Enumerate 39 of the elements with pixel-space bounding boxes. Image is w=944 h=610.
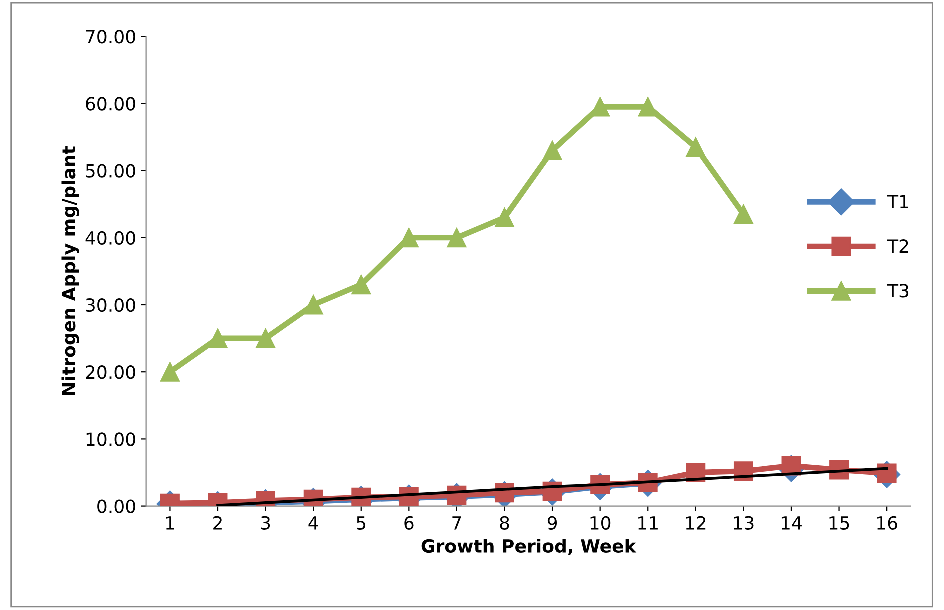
legend-label: T1 (887, 195, 908, 208)
x-tick-label: 2 (214, 516, 222, 530)
point (208, 328, 228, 348)
y-tick-label: 70.00 (86, 30, 136, 44)
x-tick-label: 9 (548, 516, 558, 530)
legend-label: T3 (887, 284, 909, 298)
x-tick-label: 13 (734, 516, 754, 530)
point (686, 138, 706, 158)
point (734, 204, 754, 224)
x-tick-label: 11 (638, 516, 658, 530)
point (542, 140, 562, 160)
point (304, 295, 324, 315)
x-tick-label: 14 (782, 516, 802, 530)
y-tick-label: 30.00 (86, 298, 136, 312)
y-axis-title: Nitrogen Apply mg/plant (62, 146, 80, 396)
point (160, 362, 180, 382)
y-tick-label: 50.00 (86, 164, 136, 178)
point (447, 228, 467, 248)
x-tick-label: 4 (308, 516, 318, 530)
x-tick-label: 5 (357, 516, 366, 530)
y-tick-label: 60.00 (86, 97, 136, 111)
y-tick-label: 0.00 (98, 500, 136, 514)
point (352, 275, 372, 295)
x-tick-label: 8 (500, 516, 510, 530)
x-tick-label: 3 (261, 516, 270, 530)
x-axis-title: Growth Period, Week (422, 539, 637, 556)
x-tick-label: 16 (878, 516, 898, 530)
x-tick-label: 12 (686, 516, 706, 530)
x-tick-label: 15 (830, 516, 850, 530)
point (495, 208, 514, 228)
x-tick-label: 7 (452, 516, 462, 530)
x-tick-label: 1 (166, 516, 174, 530)
y-tick-label: 10.00 (86, 432, 136, 446)
legend-label: T2 (887, 240, 908, 253)
x-tick-label: 6 (404, 516, 414, 530)
y-tick-label: 20.00 (86, 366, 136, 380)
point (256, 328, 276, 348)
x-tick-label: 10 (590, 516, 611, 530)
y-tick-label: 40.00 (86, 231, 136, 246)
